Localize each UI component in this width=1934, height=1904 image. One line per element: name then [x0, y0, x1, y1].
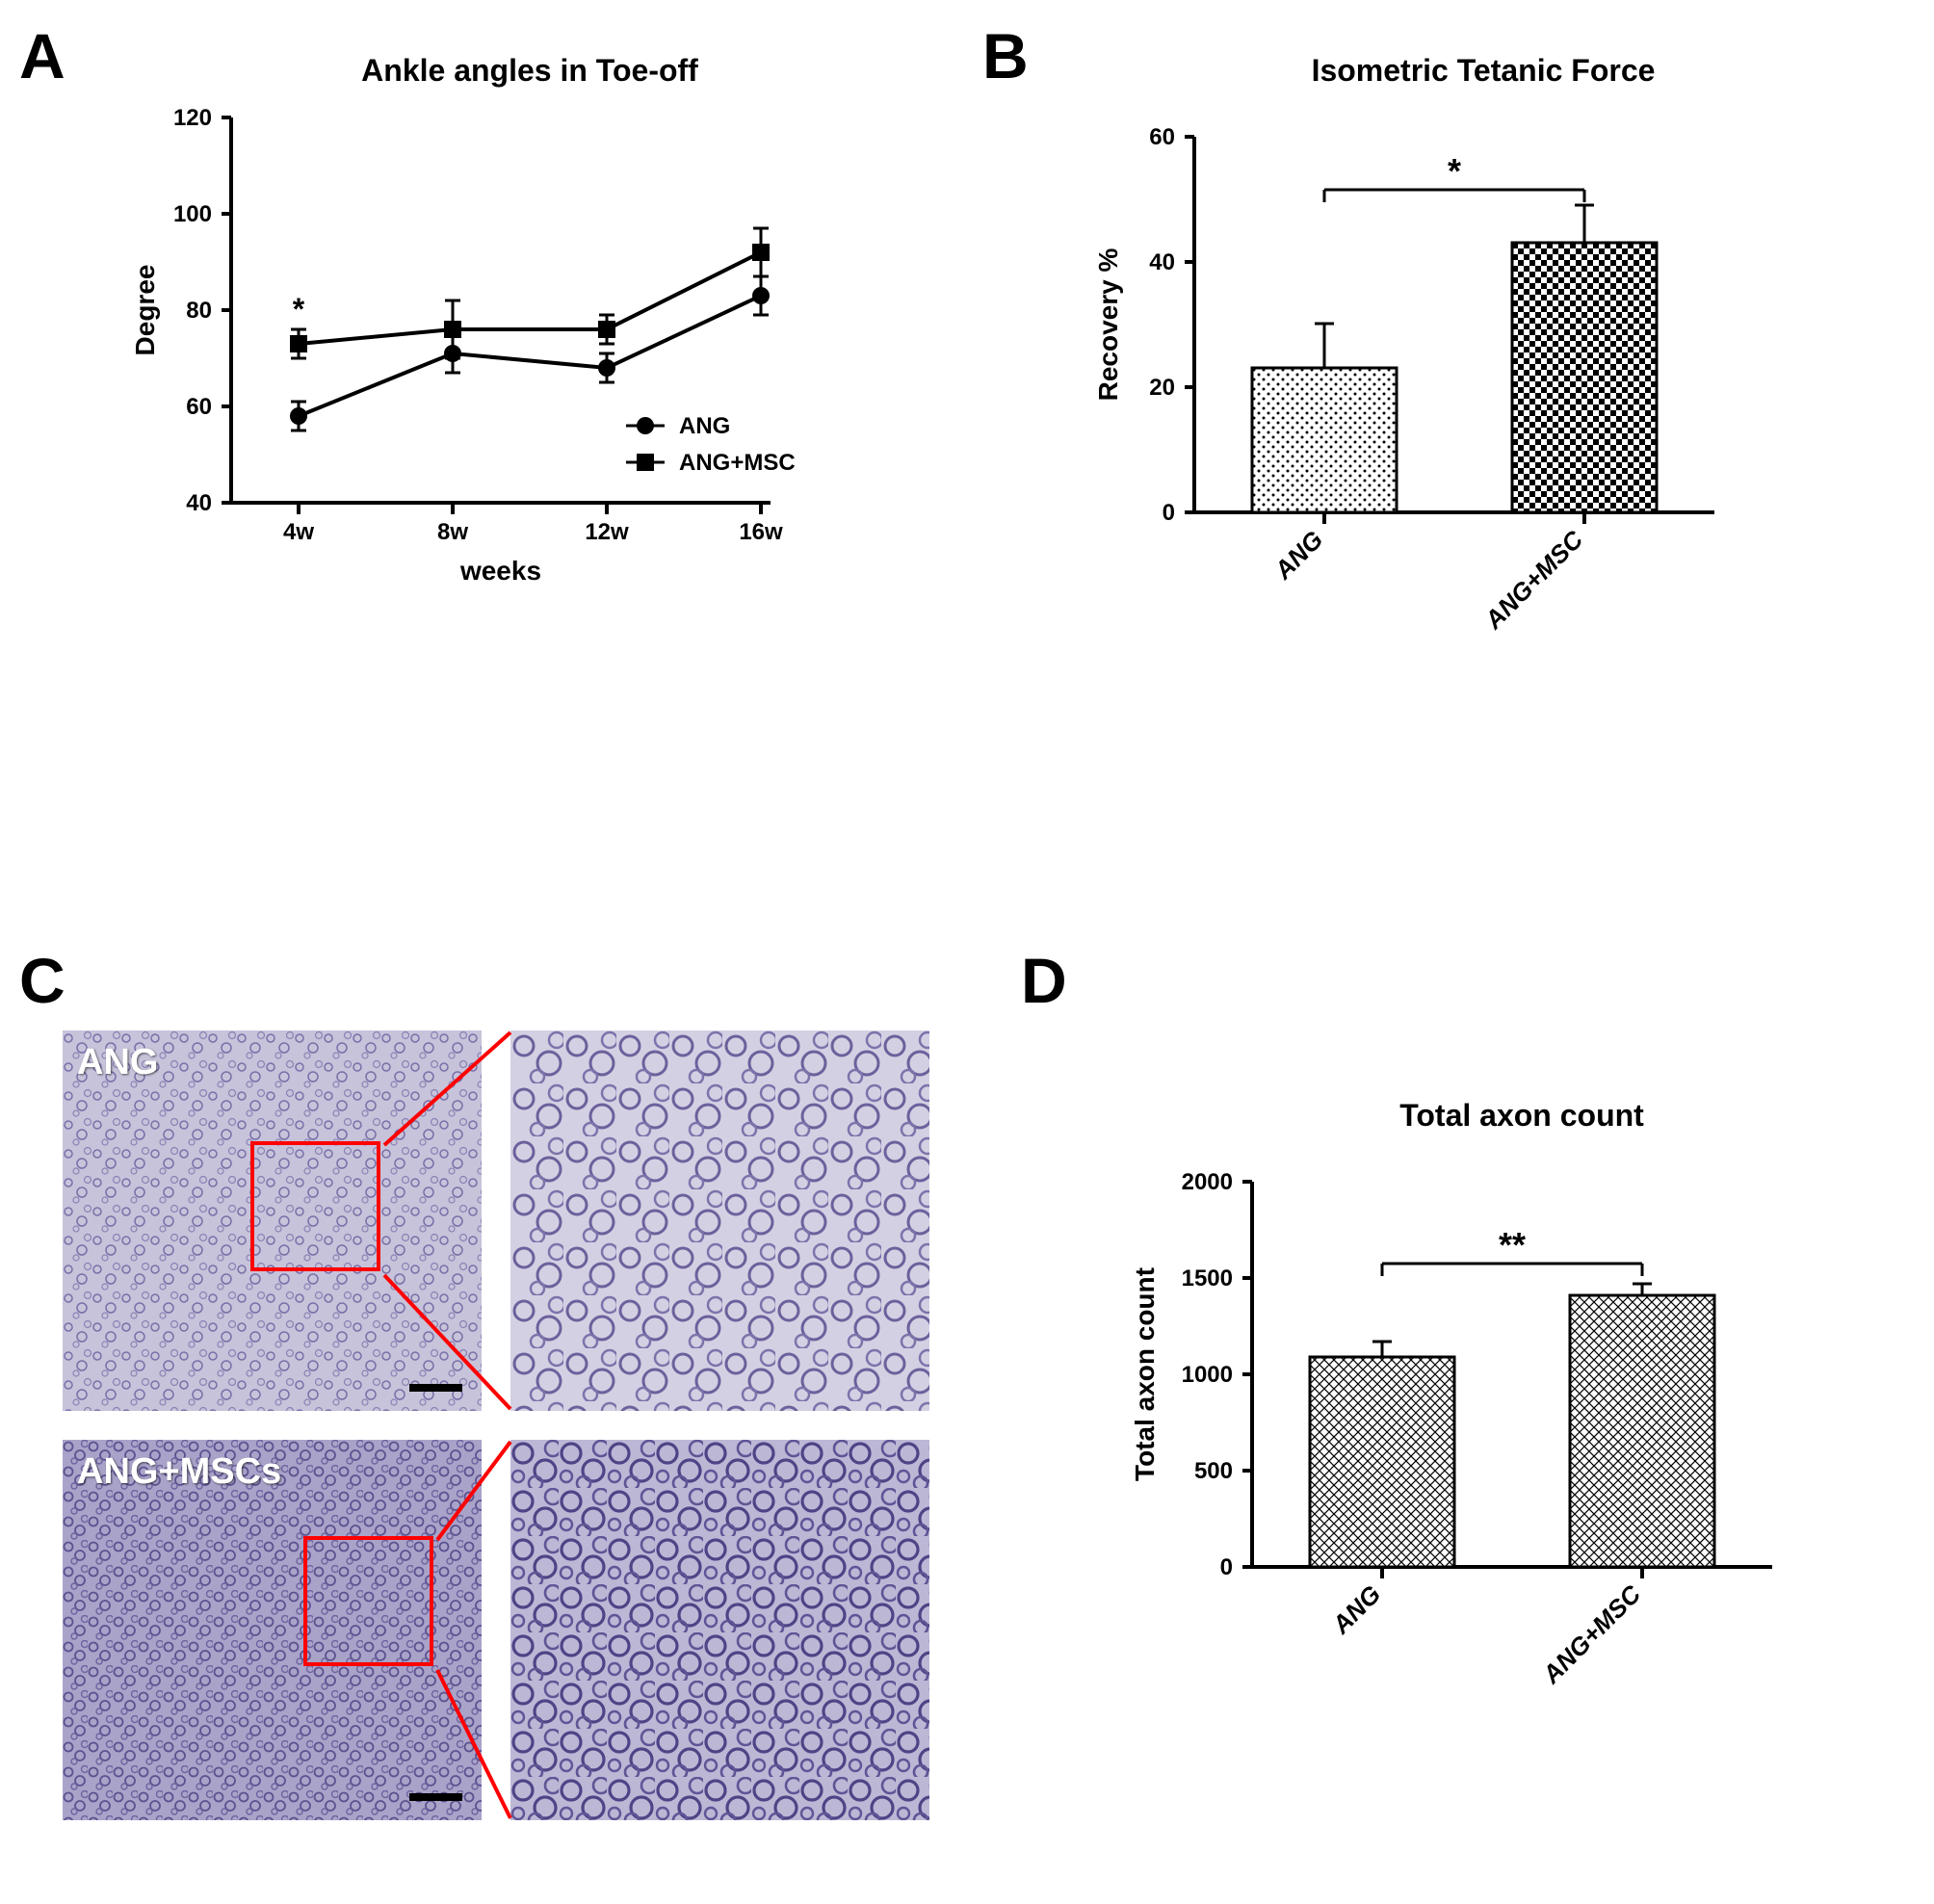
svg-text:4w: 4w [283, 519, 314, 545]
svg-text:500: 500 [1194, 1458, 1233, 1484]
svg-text:8w: 8w [437, 519, 468, 545]
panel-b-sig-star: * [1448, 151, 1461, 191]
svg-text:100: 100 [173, 201, 212, 227]
panel-c-grid: ANG [63, 1030, 929, 1820]
svg-text:16w: 16w [739, 519, 783, 545]
svg-text:ANG+MSC: ANG+MSC [1478, 524, 1589, 635]
panel-b-title: Isometric Tetanic Force [1137, 53, 1830, 89]
svg-text:0: 0 [1220, 1554, 1233, 1580]
svg-text:weeks: weeks [459, 556, 541, 586]
panel-d-bar-ang [1310, 1357, 1454, 1567]
svg-text:1500: 1500 [1182, 1265, 1233, 1291]
panel-c-angmsc-zoombox [303, 1536, 433, 1666]
panel-d-sig-star: ** [1499, 1225, 1526, 1265]
panel-a-legend: ANG ANG+MSC [626, 413, 796, 476]
svg-text:ANG+MSC: ANG+MSC [679, 450, 796, 476]
svg-text:2000: 2000 [1182, 1169, 1233, 1195]
panel-c-angmsc-main: ANG+MSCs [63, 1440, 482, 1820]
svg-text:40: 40 [186, 490, 212, 516]
svg-text:1000: 1000 [1182, 1362, 1233, 1388]
svg-text:60: 60 [186, 394, 212, 420]
panel-c-ang-scalebar [409, 1384, 462, 1392]
panel-d-label: D [1021, 944, 1067, 1017]
panel-c-ang-main: ANG [63, 1030, 482, 1411]
svg-text:Degree: Degree [130, 265, 160, 356]
svg-text:12w: 12w [585, 519, 629, 545]
svg-text:ANG: ANG [1325, 1579, 1386, 1640]
panel-c-angmsc-zoom [510, 1440, 929, 1820]
panel-b-bar-ang [1252, 368, 1397, 512]
panel-a-title: Ankle angles in Toe-off [183, 53, 876, 89]
panel-b-label: B [982, 19, 1029, 92]
panel-c-angmsc-scalebar [409, 1793, 462, 1801]
panel-b-svg: 0 20 40 60 Recovery % * ANG ANG+MSC [1079, 98, 1830, 666]
panel-a-svg: 40 60 80 100 120 4w 8w 12w 16w Degree we… [125, 98, 876, 609]
svg-text:60: 60 [1149, 124, 1175, 150]
panel-c-ang-zoombox [250, 1141, 380, 1271]
svg-text:40: 40 [1149, 249, 1175, 275]
svg-text:120: 120 [173, 105, 212, 131]
panel-a-chart: Ankle angles in Toe-off 40 60 80 100 120… [125, 53, 876, 612]
panel-a-sig-star: * [293, 292, 305, 326]
panel-b-bar-angmsc [1512, 243, 1657, 512]
panel-c-ang-zoom [510, 1030, 929, 1411]
svg-text:0: 0 [1163, 500, 1175, 526]
panel-a-series-ang [290, 276, 770, 430]
svg-text:20: 20 [1149, 375, 1175, 401]
panel-c-ang-label: ANG [77, 1042, 158, 1083]
svg-text:ANG+MSC: ANG+MSC [1536, 1578, 1647, 1689]
svg-text:ANG: ANG [1268, 525, 1328, 586]
svg-text:80: 80 [186, 298, 212, 324]
panel-a-series-angmsc [290, 228, 770, 358]
panel-b-chart: Isometric Tetanic Force 0 20 40 [1079, 53, 1830, 666]
panel-d-title: Total axon count [1185, 1098, 1859, 1134]
panel-d-bar-angmsc [1570, 1295, 1714, 1567]
svg-text:ANG: ANG [679, 413, 730, 439]
panel-a-label: A [19, 19, 65, 92]
panel-d-chart: Total axon count 0 500 1000 1500 2000 To… [1108, 1098, 1859, 1740]
svg-text:Recovery %: Recovery % [1093, 248, 1123, 402]
panel-c-angmsc-label: ANG+MSCs [77, 1451, 281, 1493]
panel-d-svg: 0 500 1000 1500 2000 Total axon count **… [1108, 1143, 1859, 1740]
svg-text:Total axon count: Total axon count [1130, 1267, 1160, 1481]
panel-c-label: C [19, 944, 65, 1017]
